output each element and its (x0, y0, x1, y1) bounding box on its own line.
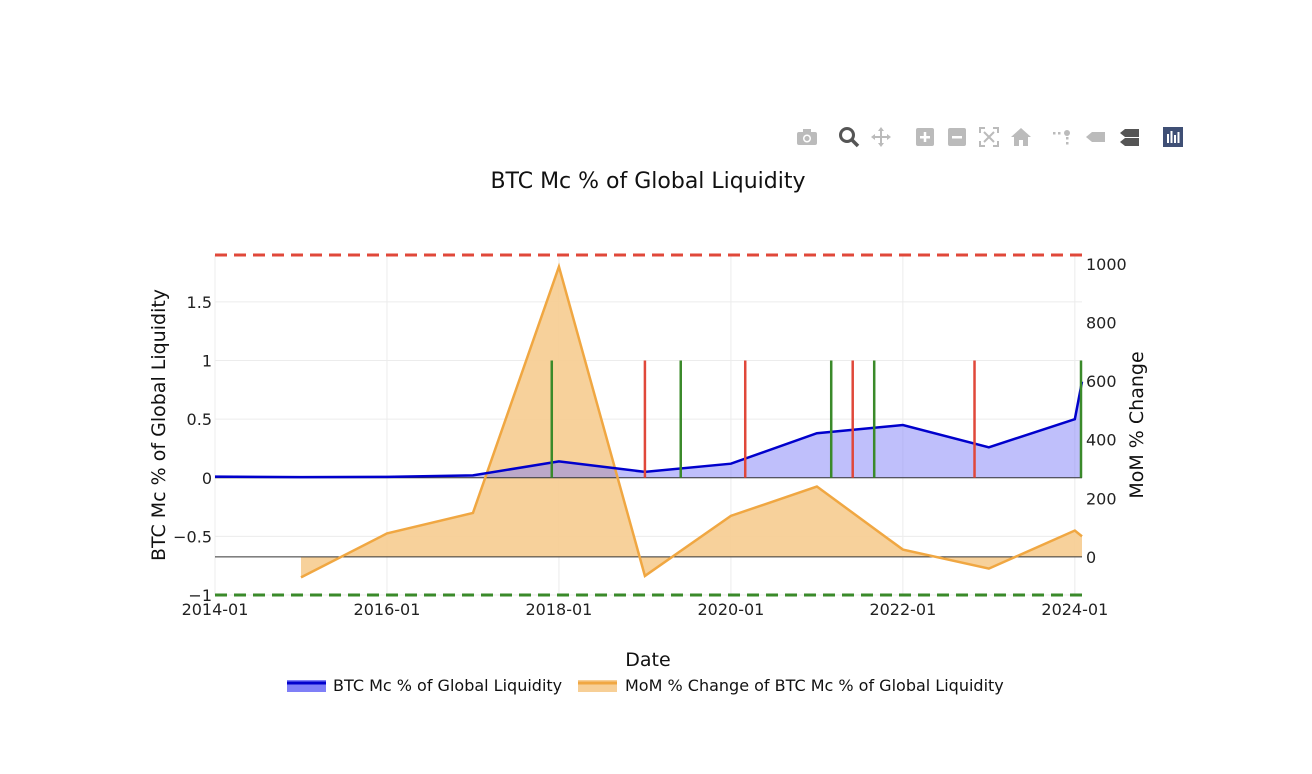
autoscale-icon (979, 127, 999, 147)
hover-compare-icon (1120, 129, 1139, 146)
x-tick-label: 2016-01 (354, 600, 421, 619)
chart-title: BTC Mc % of Global Liquidity (490, 169, 805, 194)
spike-lines-icon (1053, 130, 1070, 145)
x-tick-label: 2022-01 (869, 600, 936, 619)
zoom-out-button[interactable] (944, 124, 970, 150)
x-axis-title: Date (625, 649, 670, 671)
y2-axis-ticks: 0 200 400 600 800 1000 (1086, 255, 1127, 567)
zoom-button[interactable] (836, 124, 862, 150)
legend: BTC Mc % of Global Liquidity MoM % Chang… (287, 676, 1004, 695)
zoom-in-button[interactable] (912, 124, 938, 150)
grid (214, 255, 1082, 596)
threshold-lines (215, 253, 1082, 597)
y-tick-label: −0.5 (173, 527, 212, 546)
autoscale-button[interactable] (976, 124, 1002, 150)
y2-tick-label: 1000 (1086, 255, 1127, 274)
chart-areas (214, 262, 1084, 579)
y-axis-title: BTC Mc % of Global Liquidity (148, 289, 170, 561)
legend-item-mom[interactable]: MoM % Change of BTC Mc % of Global Liqui… (578, 676, 1004, 695)
y-axis-ticks: −1 −0.5 0 0.5 1 1.5 (173, 293, 212, 605)
y2-tick-label: 400 (1086, 431, 1117, 450)
zoom-in-icon (916, 128, 934, 146)
plotly-logo-button[interactable] (1160, 124, 1186, 150)
legend-label-btc: BTC Mc % of Global Liquidity (333, 676, 562, 695)
pan-button[interactable] (868, 124, 894, 150)
plotly-logo-icon (1163, 127, 1183, 147)
hover-compare-button[interactable] (1116, 124, 1142, 150)
y-tick-label: 1.5 (187, 293, 212, 312)
mom-area (300, 266, 1082, 578)
x-tick-label: 2024-01 (1041, 600, 1108, 619)
reset-axes-icon (1011, 128, 1031, 146)
modebar (794, 124, 1194, 152)
legend-item-btc[interactable]: BTC Mc % of Global Liquidity (287, 676, 562, 695)
x-tick-label: 2020-01 (697, 600, 764, 619)
legend-label-mom: MoM % Change of BTC Mc % of Global Liqui… (625, 676, 1004, 695)
hover-closest-button[interactable] (1082, 124, 1108, 150)
x-tick-label: 2018-01 (526, 600, 593, 619)
zoom-out-icon (948, 128, 966, 146)
camera-icon (797, 129, 817, 145)
y2-tick-label: 800 (1086, 313, 1117, 332)
y-tick-label: 0 (202, 469, 212, 488)
y-tick-label: −1 (188, 586, 212, 605)
y-tick-label: 0.5 (187, 410, 212, 429)
btc-area (215, 381, 1082, 478)
x-axis-ticks: 2014-01 2016-01 2018-01 2020-01 2022-01 2024-… (182, 600, 1109, 619)
mom-line (300, 262, 1083, 579)
pan-icon (871, 127, 891, 147)
y2-tick-label: 600 (1086, 372, 1117, 391)
y2-axis-title: MoM % Change (1126, 351, 1148, 498)
hover-closest-icon (1086, 132, 1105, 142)
btc-line (214, 381, 1084, 479)
y-tick-label: 1 (202, 352, 212, 371)
camera-button[interactable] (794, 124, 820, 150)
spike-lines-button[interactable] (1048, 124, 1074, 150)
y2-tick-label: 0 (1086, 548, 1096, 567)
y2-tick-label: 200 (1086, 489, 1117, 508)
reset-axes-button[interactable] (1008, 124, 1034, 150)
x-tick-label: 2014-01 (182, 600, 249, 619)
signal-lines (550, 360, 1083, 478)
zoom-icon (839, 127, 860, 148)
